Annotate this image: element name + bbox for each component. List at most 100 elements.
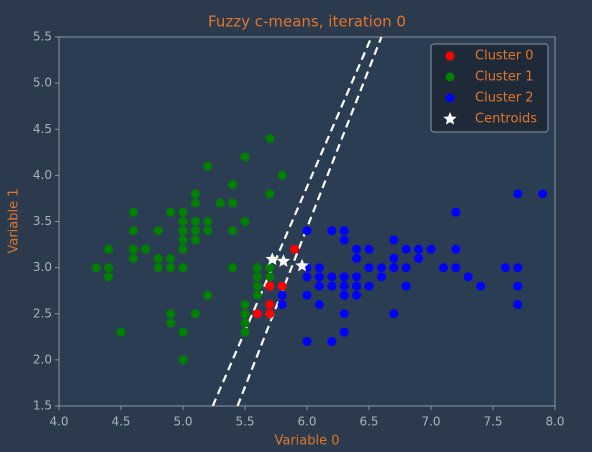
- point: [190, 217, 200, 226]
- x-tick-label: 5.0: [173, 415, 192, 429]
- point: [265, 281, 275, 291]
- point: [190, 226, 200, 236]
- point: [352, 290, 362, 300]
- point: [203, 226, 213, 236]
- point: [240, 152, 250, 162]
- point: [339, 226, 349, 236]
- point: [339, 272, 349, 282]
- point: [265, 309, 275, 319]
- point: [364, 281, 374, 291]
- point: [314, 281, 324, 291]
- point: [314, 272, 324, 282]
- legend-label: Cluster 2: [475, 91, 534, 106]
- x-tick-label: 8.0: [545, 415, 564, 429]
- point: [153, 226, 163, 236]
- boundary-line: [236, 37, 383, 406]
- point: [91, 263, 101, 273]
- x-tick-label: 5.5: [235, 415, 254, 429]
- point: [240, 300, 250, 310]
- point: [364, 244, 374, 254]
- point: [104, 263, 114, 273]
- y-tick-label: 1.5: [33, 399, 52, 413]
- x-tick-label: 7.5: [483, 415, 502, 429]
- y-tick-label: 4.5: [33, 122, 52, 136]
- point: [265, 263, 275, 273]
- legend: Cluster 0 Cluster 1 Cluster 2 Centroids: [430, 43, 549, 133]
- legend-box: [430, 43, 549, 133]
- point: [104, 272, 114, 282]
- point: [451, 244, 461, 254]
- point: [414, 253, 424, 263]
- y-tick-label: 4.0: [33, 168, 52, 182]
- point: [352, 272, 362, 282]
- point: [252, 263, 262, 273]
- point: [314, 300, 324, 310]
- point: [538, 189, 548, 199]
- point: [128, 253, 138, 263]
- star-marker: [265, 252, 279, 265]
- point: [252, 281, 262, 291]
- star-marker: [443, 112, 457, 125]
- point: [513, 300, 523, 310]
- point: [277, 281, 287, 291]
- point: [178, 244, 188, 254]
- point: [203, 290, 213, 300]
- point: [178, 226, 188, 236]
- point: [513, 189, 523, 199]
- point: [451, 207, 461, 217]
- point: [178, 235, 188, 245]
- point: [352, 253, 362, 263]
- point: [327, 281, 337, 291]
- point: [215, 198, 225, 208]
- point: [376, 263, 386, 273]
- point: [302, 290, 312, 300]
- point: [327, 336, 337, 346]
- point: [314, 263, 324, 273]
- legend-label: Cluster 0: [475, 49, 534, 64]
- point: [252, 309, 262, 319]
- point: [153, 263, 163, 273]
- point: [327, 272, 337, 282]
- point: [203, 217, 213, 226]
- y-tick-label: 2.5: [33, 306, 52, 320]
- point: [178, 355, 188, 365]
- point: [265, 300, 275, 310]
- point: [476, 281, 486, 291]
- point: [414, 244, 424, 254]
- point: [500, 263, 510, 273]
- point: [240, 309, 250, 319]
- point: [438, 263, 448, 273]
- point: [451, 263, 461, 273]
- point: [339, 290, 349, 300]
- point: [228, 180, 238, 190]
- point: [190, 189, 200, 199]
- point: [290, 244, 300, 254]
- point: [463, 272, 473, 282]
- x-tick-label: 6.5: [359, 415, 378, 429]
- point: [302, 272, 312, 282]
- x-tick-label: 4.0: [49, 415, 68, 429]
- boundary-line: [211, 37, 373, 406]
- point: [141, 244, 151, 254]
- point: [166, 253, 176, 263]
- legend-label: Cluster 1: [475, 70, 534, 85]
- point: [376, 272, 386, 282]
- star-marker: [276, 254, 291, 267]
- point: [128, 244, 138, 254]
- x-axis-label: Variable 0: [274, 434, 339, 449]
- point: [190, 198, 200, 208]
- y-tick-label: 3.5: [33, 214, 52, 228]
- point: [513, 281, 523, 291]
- x-tick-label: 6.0: [297, 415, 316, 429]
- point: [166, 207, 176, 217]
- point: [128, 207, 138, 217]
- point: [445, 51, 455, 61]
- point: [166, 318, 176, 328]
- y-tick-label: 2.0: [33, 352, 52, 366]
- point: [277, 170, 287, 180]
- star-marker: [295, 258, 309, 272]
- y-tick-label: 5.0: [33, 76, 52, 90]
- point: [352, 244, 362, 254]
- point: [445, 72, 455, 82]
